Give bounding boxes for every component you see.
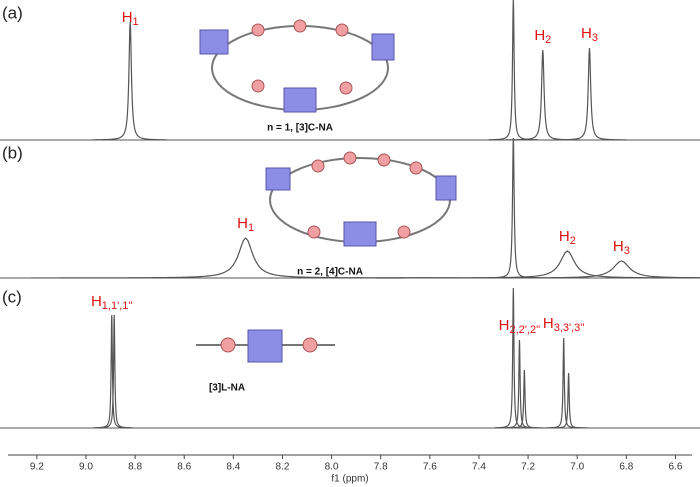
panel-label: (a)	[2, 3, 23, 22]
x-tick-label: 7.8	[374, 462, 388, 473]
peak-label-sub: 3	[624, 245, 630, 257]
peak	[95, 314, 133, 429]
x-tick-label: 6.6	[668, 462, 682, 473]
peak	[488, 137, 538, 279]
peak-label-sub: 1,1',1''	[102, 300, 133, 312]
peak-label-main: H	[613, 238, 624, 255]
structure-b	[265, 151, 457, 247]
structure-caption: [3]L-NA	[209, 383, 245, 394]
x-axis-label: f1 (ppm)	[331, 474, 368, 485]
peak-label-sub: 1	[133, 16, 139, 28]
peak	[30, 237, 461, 279]
structure-caption: n = 2, [4]C-NA	[297, 267, 363, 278]
peak-label: H1	[237, 215, 254, 234]
peak	[352, 250, 700, 279]
x-tick-label: 8.2	[276, 462, 290, 473]
peak-label: H3	[613, 238, 630, 257]
peak	[494, 287, 532, 429]
peak	[93, 21, 168, 141]
x-tick-label: 8.8	[128, 462, 142, 473]
peak-label-main: H	[91, 293, 102, 310]
peak	[545, 337, 583, 429]
peak	[488, 0, 538, 141]
peak-label-sub: 2	[570, 235, 576, 247]
x-tick-label: 8.4	[226, 462, 240, 473]
structure-c	[196, 329, 335, 363]
x-tick-label: 6.8	[619, 462, 633, 473]
peak-label-main: H	[237, 215, 248, 232]
peak	[505, 369, 543, 429]
peak-label: H3,3',3''	[543, 315, 585, 334]
peak-label-sub: 2,2',2''	[510, 324, 541, 336]
x-tick-label: 9.0	[79, 462, 93, 473]
peak-label: H2	[534, 27, 551, 46]
peak-label: H1,1',1''	[91, 293, 133, 312]
x-tick-label: 8.6	[177, 462, 191, 473]
x-tick-label: 7.6	[423, 462, 437, 473]
peak	[505, 49, 580, 141]
x-tick-label: 7.2	[521, 462, 535, 473]
peak-label-sub: 3	[592, 32, 598, 44]
peak	[501, 339, 538, 429]
peak	[552, 47, 627, 141]
structure-caption: n = 1, [3]C-NA	[267, 123, 333, 134]
peak-label-main: H	[534, 27, 545, 44]
x-tick-label: 7.4	[472, 462, 486, 473]
peak-label-sub: 2	[545, 34, 551, 46]
x-tick-label: 7.0	[570, 462, 584, 473]
x-tick-label: 8.0	[325, 462, 339, 473]
panel-label: (b)	[2, 143, 23, 162]
peak-label: H2,2',2''	[499, 317, 541, 336]
peak-label-main: H	[499, 317, 510, 334]
peak	[550, 372, 588, 429]
peak-label-main: H	[543, 315, 554, 332]
panel-label: (c)	[2, 287, 22, 306]
peak	[93, 314, 131, 429]
peak-label: H1	[122, 9, 139, 28]
peak-label-sub: 1	[248, 222, 254, 234]
peak-label: H2	[559, 228, 576, 247]
peak	[375, 260, 700, 279]
peak-label-main: H	[122, 9, 133, 26]
peak-label-main: H	[581, 25, 592, 42]
peak-label-sub: 3,3',3''	[554, 322, 585, 334]
peak-label-main: H	[559, 228, 570, 245]
x-tick-label: 9.2	[30, 462, 44, 473]
peak-label: H3	[581, 25, 598, 44]
structure-a	[199, 19, 395, 113]
